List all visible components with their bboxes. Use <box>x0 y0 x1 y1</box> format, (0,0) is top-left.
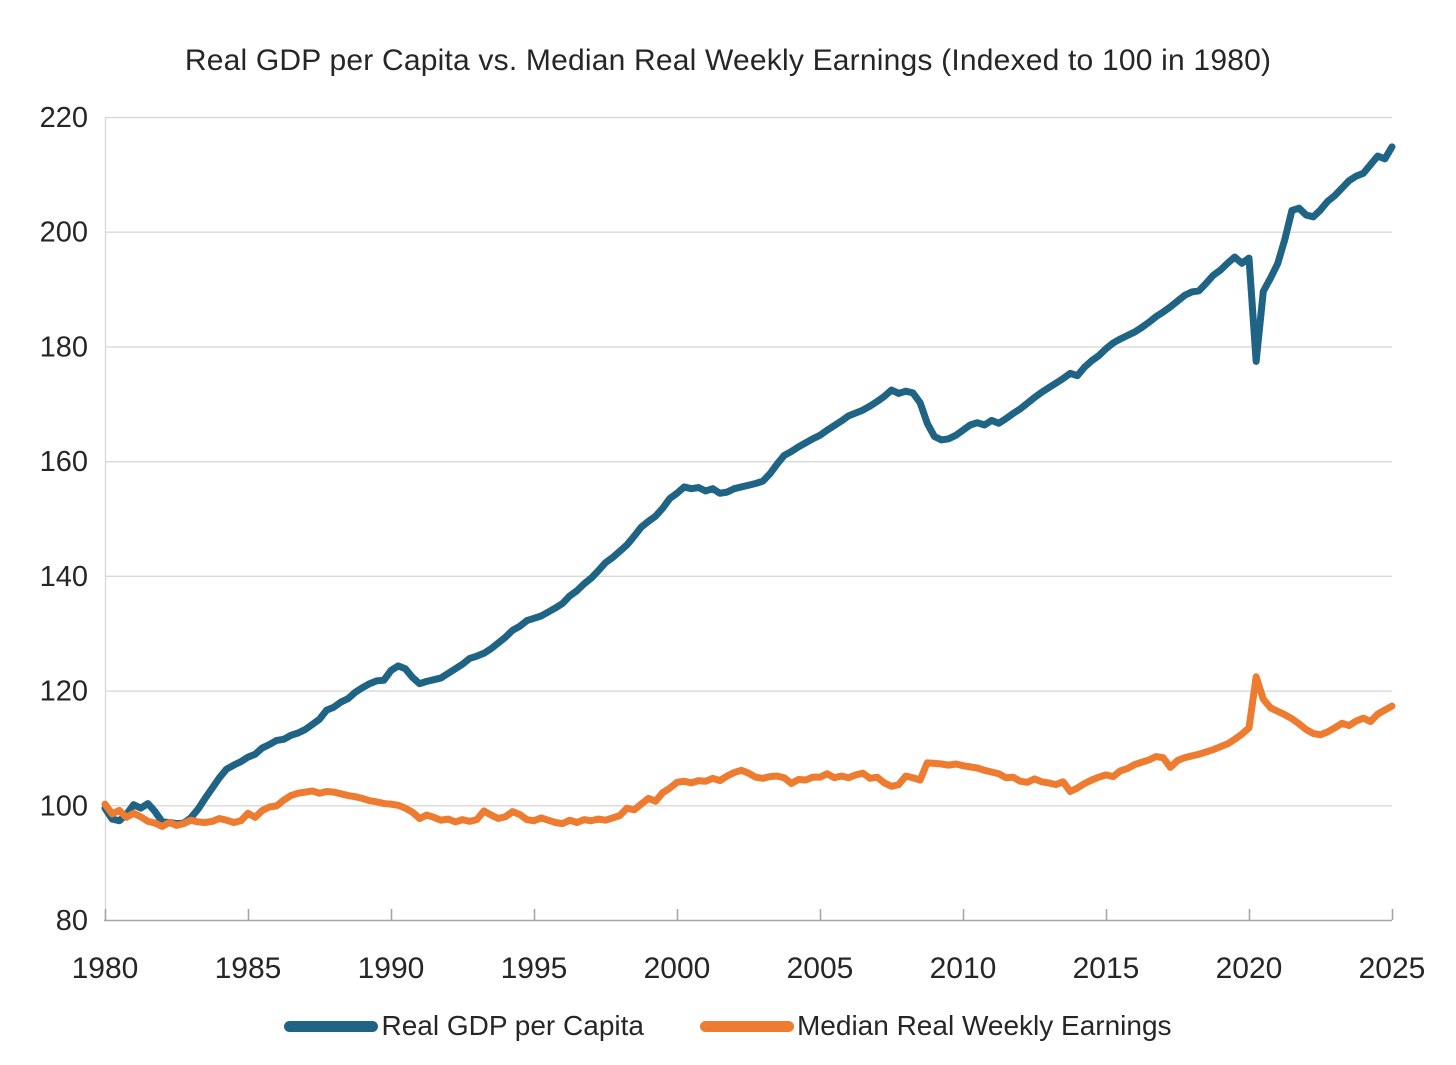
x-tick-label: 1985 <box>215 952 282 985</box>
legend-label-earnings: Median Real Weekly Earnings <box>796 1010 1172 1041</box>
chart-title: Real GDP per Capita vs. Median Real Week… <box>184 44 1272 77</box>
y-tick-label: 140 <box>40 561 88 593</box>
earnings-line-swatch-icon <box>699 1020 794 1032</box>
legend-item-earnings: Median Real Weekly Earnings <box>699 1010 1172 1042</box>
y-tick-label: 200 <box>40 217 88 249</box>
y-tick-label: 100 <box>40 790 88 822</box>
earnings-series-line <box>101 673 1396 831</box>
x-tick-label: 1995 <box>501 952 568 985</box>
x-tick-label: 2020 <box>1216 952 1283 985</box>
gdp-line-swatch-icon <box>284 1020 379 1032</box>
legend-label-gdp: Real GDP per Capita <box>381 1010 644 1041</box>
legend: Real GDP per Capita Median Real Weekly E… <box>0 1003 1456 1049</box>
x-tick-label: 2015 <box>1073 952 1140 985</box>
x-tick-label: 2000 <box>644 952 711 985</box>
x-tick-label: 1990 <box>358 952 425 985</box>
y-tick-label: 180 <box>40 331 88 363</box>
y-tick-label: 220 <box>40 102 88 134</box>
x-tick-label: 1980 <box>72 952 139 985</box>
legend-item-gdp: Real GDP per Capita <box>284 1010 644 1042</box>
x-tick-label: 2025 <box>1359 952 1426 985</box>
x-tick-label: 2005 <box>787 952 854 985</box>
y-tick-label: 80 <box>56 905 88 937</box>
gdp-series-line <box>101 143 1396 828</box>
y-tick-label: 120 <box>40 676 88 708</box>
x-tick-label: 2010 <box>930 952 997 985</box>
y-tick-label: 160 <box>40 446 88 478</box>
